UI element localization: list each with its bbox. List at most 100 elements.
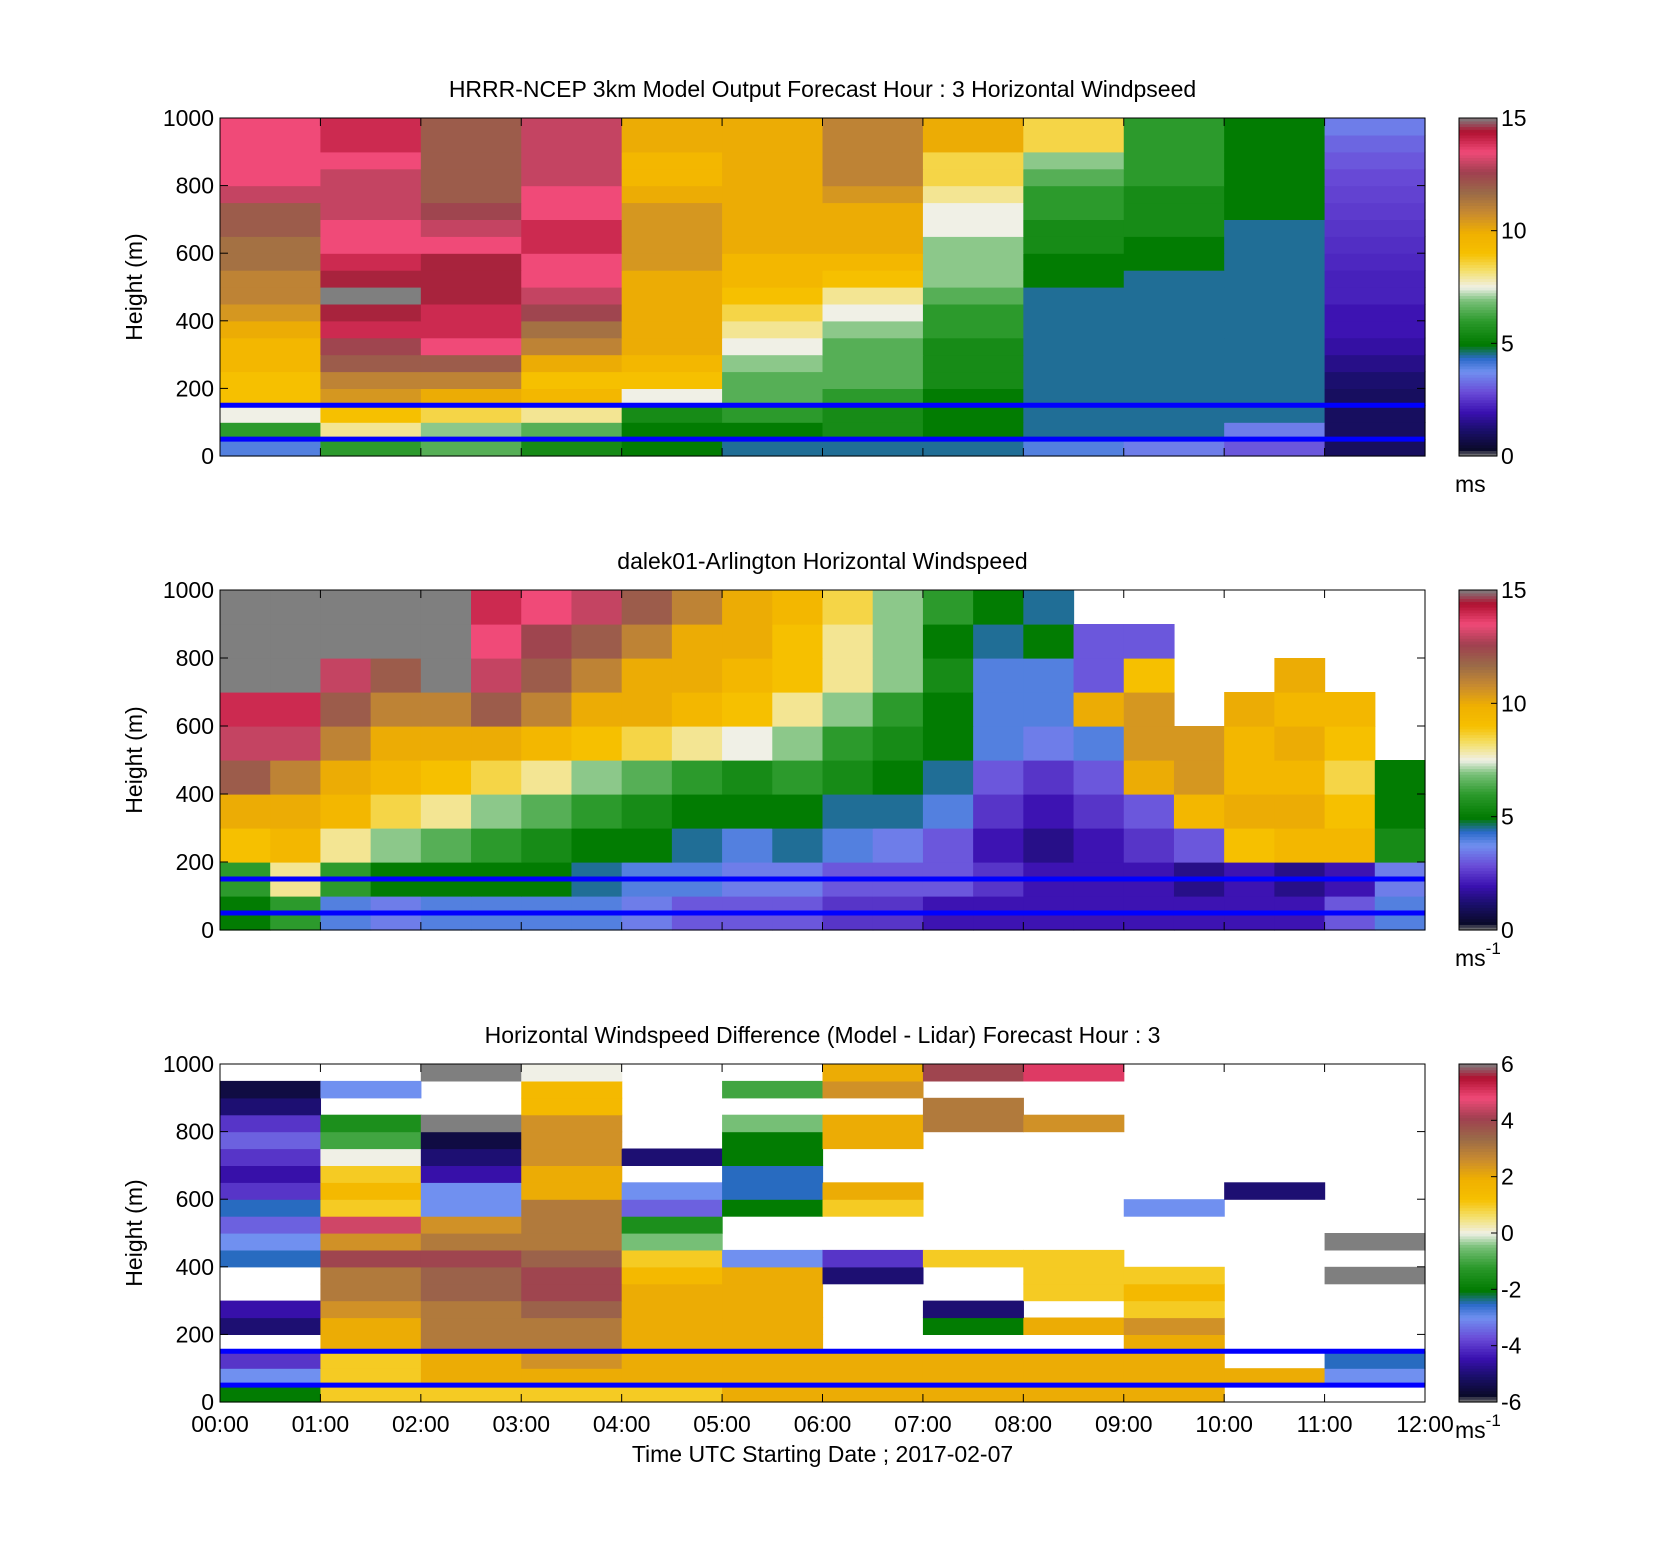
colorbar-segment bbox=[1459, 601, 1497, 605]
colorbar-segment bbox=[1459, 1182, 1497, 1186]
colorbar-segment bbox=[1459, 363, 1497, 367]
colorbar-segment bbox=[1459, 1325, 1497, 1330]
colorbar-segment bbox=[1459, 1340, 1497, 1344]
heatmap-cell bbox=[1324, 337, 1426, 356]
heatmap-cell bbox=[1023, 134, 1125, 153]
colorbar-segment bbox=[1459, 675, 1497, 679]
heatmap-cell bbox=[1374, 828, 1426, 863]
heatmap-cell bbox=[521, 1182, 623, 1200]
colorbar-segment bbox=[1459, 199, 1497, 204]
colorbar-segment bbox=[1459, 430, 1497, 435]
colorbar-segment bbox=[1459, 743, 1497, 747]
colorbar-segment bbox=[1459, 1168, 1497, 1172]
heatmap-cell bbox=[1324, 439, 1426, 457]
colorbar-segment bbox=[1459, 1171, 1497, 1175]
heatmap-cell bbox=[772, 624, 824, 659]
colorbar-segment bbox=[1459, 1069, 1497, 1074]
y-tick-label: 0 bbox=[201, 443, 214, 469]
heatmap-cell bbox=[1023, 1064, 1125, 1082]
colorbar-segment bbox=[1459, 1086, 1497, 1090]
heatmap-cell bbox=[722, 1317, 824, 1335]
heatmap-cell bbox=[521, 1334, 623, 1352]
colorbar-tick-label: 4 bbox=[1501, 1107, 1514, 1133]
colorbar-segment bbox=[1459, 1156, 1497, 1161]
colorbar-segment bbox=[1459, 1173, 1497, 1178]
colorbar-segment bbox=[1459, 802, 1497, 806]
colorbar-segment bbox=[1459, 1162, 1497, 1166]
heatmap-cell bbox=[220, 1300, 322, 1319]
colorbar-segment bbox=[1459, 371, 1497, 375]
heatmap-cell bbox=[1023, 1385, 1125, 1403]
heatmap-cell bbox=[1123, 118, 1225, 136]
heatmap-cell bbox=[1274, 658, 1326, 693]
colorbar-unit-superscript: -1 bbox=[1486, 939, 1501, 958]
heatmap-cell bbox=[722, 1148, 824, 1166]
colorbar-segment bbox=[1459, 129, 1497, 133]
heatmap-cell bbox=[621, 1182, 723, 1200]
x-tick-label: 11:00 bbox=[1297, 1411, 1353, 1437]
heatmap-cell bbox=[822, 828, 874, 863]
heatmap-cell bbox=[320, 760, 372, 795]
heatmap-cell bbox=[521, 118, 623, 136]
colorbar-segment bbox=[1459, 898, 1497, 903]
colorbar-segment bbox=[1459, 281, 1497, 285]
heatmap-cell bbox=[1023, 439, 1125, 457]
heatmap-cell bbox=[1224, 287, 1326, 305]
heatmap-cell bbox=[420, 270, 522, 288]
heatmap-cell bbox=[1123, 1283, 1225, 1302]
heatmap-cell bbox=[521, 1233, 623, 1251]
colorbar-segment bbox=[1459, 680, 1497, 685]
heatmap-cell bbox=[621, 405, 723, 423]
heatmap-cells bbox=[220, 590, 1426, 931]
y-axis-label: Height (m) bbox=[121, 706, 147, 813]
colorbar-segment bbox=[1459, 703, 1497, 707]
heatmap-cell bbox=[571, 760, 623, 795]
heatmap-cell bbox=[1173, 828, 1225, 863]
heatmap-cell bbox=[420, 405, 522, 423]
colorbar-segment bbox=[1459, 663, 1497, 668]
y-tick-label: 600 bbox=[176, 240, 214, 266]
colorbar-segment bbox=[1459, 1154, 1497, 1158]
colorbar-segment bbox=[1459, 828, 1497, 832]
colorbar-segment bbox=[1459, 1387, 1497, 1392]
heatmap-cell bbox=[320, 1165, 422, 1183]
colorbar-segment bbox=[1459, 244, 1497, 249]
heatmap-cell bbox=[722, 590, 773, 625]
colorbar-segment bbox=[1459, 1356, 1497, 1361]
y-tick-label: 200 bbox=[176, 849, 214, 875]
heatmap-cell bbox=[922, 624, 974, 659]
heatmap-cell bbox=[1224, 760, 1275, 795]
heatmap-cell bbox=[722, 287, 824, 305]
heatmap-cell bbox=[822, 1351, 924, 1369]
colorbar-segment bbox=[1459, 1089, 1497, 1093]
heatmap-cell bbox=[521, 1165, 623, 1183]
colorbar-segment bbox=[1459, 1266, 1497, 1271]
colorbar-segment bbox=[1459, 148, 1497, 153]
heatmap-cell bbox=[521, 658, 573, 693]
heatmap-cell bbox=[521, 337, 623, 356]
colorbar-segment bbox=[1459, 595, 1497, 600]
heatmap-cell bbox=[722, 794, 773, 829]
panel-2: 0 200 400 600 800 1000 dalek01-Arlington Horiz… bbox=[121, 548, 1527, 971]
heatmap-cell bbox=[1324, 134, 1426, 153]
colorbar-segment bbox=[1459, 1094, 1497, 1099]
colorbar-segment bbox=[1459, 334, 1497, 339]
heatmap-cell bbox=[521, 1199, 623, 1217]
heatmap-cell bbox=[370, 828, 422, 863]
heatmap-cell bbox=[621, 219, 723, 237]
colorbar-segment bbox=[1459, 1176, 1497, 1181]
heatmap-cell bbox=[822, 236, 924, 254]
heatmap-cell bbox=[220, 1385, 322, 1403]
heatmap-cell bbox=[220, 405, 322, 423]
heatmap-cell bbox=[521, 405, 623, 423]
heatmap-cell bbox=[822, 1182, 924, 1200]
colorbar-segment bbox=[1459, 340, 1497, 344]
heatmap-cell bbox=[220, 1317, 322, 1335]
heatmap-cell bbox=[521, 692, 573, 727]
heatmap-cell bbox=[772, 726, 824, 761]
heatmap-cell bbox=[220, 253, 322, 271]
heatmap-cell bbox=[922, 658, 974, 693]
heatmap-cell bbox=[922, 236, 1024, 254]
colorbar-segment bbox=[1459, 1111, 1497, 1116]
